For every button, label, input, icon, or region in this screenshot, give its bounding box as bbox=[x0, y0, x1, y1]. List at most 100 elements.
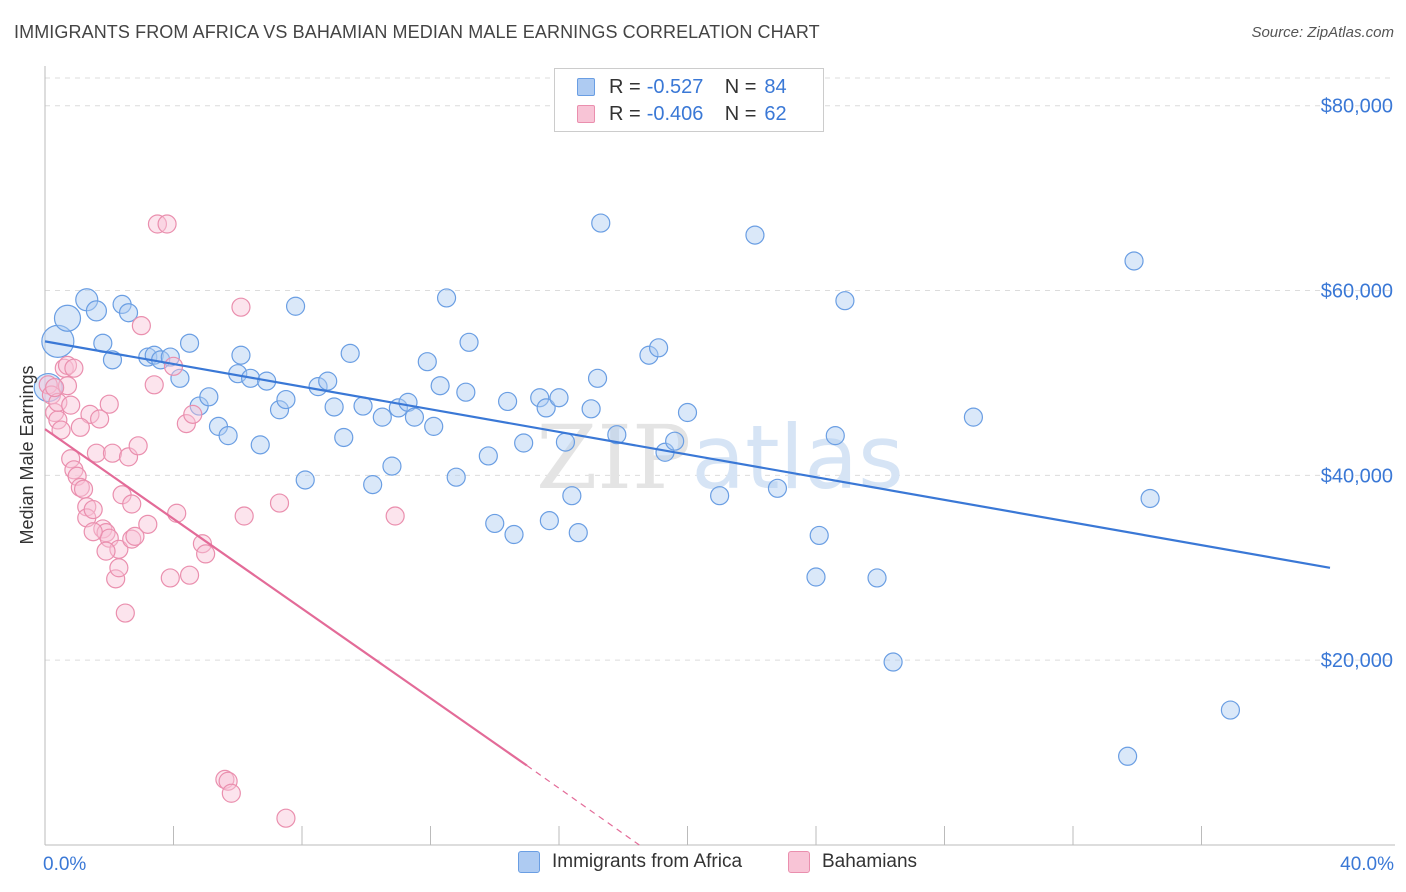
bahamian-point bbox=[157, 214, 177, 234]
africa-point bbox=[33, 372, 63, 403]
africa-point bbox=[179, 333, 200, 353]
bahamian-swatch bbox=[577, 105, 595, 123]
africa-point bbox=[276, 389, 296, 410]
stats-row-africa: R = -0.527 N = 84 bbox=[577, 73, 787, 101]
bahamian-point bbox=[73, 479, 94, 499]
africa-point bbox=[218, 426, 238, 446]
bahamian-point bbox=[45, 377, 65, 398]
legend-item-africa[interactable]: Immigrants from Africa bbox=[518, 851, 742, 873]
bahamian-point bbox=[138, 514, 158, 534]
africa-point bbox=[430, 376, 450, 396]
africa-point bbox=[363, 475, 383, 495]
tick-labels: $20,000 $40,000 $60,000 $80,000 0.0% 40.0% Med… bbox=[17, 96, 1394, 875]
africa-point bbox=[324, 397, 344, 417]
africa-point bbox=[867, 568, 887, 588]
africa-point bbox=[1140, 488, 1160, 509]
r-value: -0.527 bbox=[646, 75, 704, 98]
legend-label: Immigrants from Africa bbox=[552, 851, 743, 872]
y-tick-label: $40,000 bbox=[1321, 465, 1393, 487]
bahamian-point bbox=[183, 404, 203, 424]
africa-point bbox=[85, 300, 108, 322]
x-tick-label: 40.0% bbox=[1340, 854, 1394, 875]
legend-label: Bahamians bbox=[822, 851, 918, 872]
bahamian-point bbox=[128, 436, 148, 456]
bahamian-point bbox=[163, 356, 184, 376]
africa-point bbox=[231, 345, 251, 365]
africa-point bbox=[424, 416, 444, 436]
bahamian-point bbox=[234, 506, 254, 526]
bahamian-point bbox=[61, 449, 81, 469]
bahamian-point bbox=[86, 443, 107, 463]
africa-point bbox=[539, 511, 559, 531]
legend-item-bahamian[interactable]: Bahamians bbox=[788, 851, 917, 873]
bahamian-point bbox=[221, 783, 241, 803]
bahamian-point bbox=[179, 565, 200, 585]
bahamian-point bbox=[218, 771, 238, 791]
africa-point bbox=[883, 652, 903, 672]
bahamian-point bbox=[80, 404, 100, 424]
bahamian-point bbox=[160, 568, 180, 588]
y-tick-label: $80,000 bbox=[1321, 96, 1393, 118]
bahamian-point bbox=[131, 316, 151, 336]
africa-point bbox=[295, 470, 315, 490]
y-tick-label: $20,000 bbox=[1321, 650, 1393, 672]
bahamian-point bbox=[122, 529, 142, 549]
africa-point bbox=[581, 399, 601, 419]
bahamian-point bbox=[90, 409, 110, 429]
africa-point bbox=[404, 407, 425, 427]
africa-point bbox=[446, 467, 466, 487]
n-label: N = bbox=[724, 102, 757, 125]
africa-point bbox=[1220, 700, 1241, 720]
africa-point bbox=[835, 291, 855, 311]
bahamian-point bbox=[167, 503, 187, 523]
africa-point bbox=[825, 426, 845, 446]
africa-point bbox=[498, 391, 518, 412]
africa-point bbox=[549, 388, 569, 408]
africa-point bbox=[199, 387, 219, 407]
source-label: Source: ZipAtlas.com bbox=[1251, 24, 1394, 41]
africa-point bbox=[555, 432, 576, 452]
africa-point bbox=[514, 433, 534, 453]
africa-point bbox=[639, 345, 659, 365]
bahamian-point bbox=[385, 506, 405, 526]
africa-point bbox=[485, 513, 505, 534]
bahamian-point bbox=[269, 493, 290, 513]
africa-point bbox=[648, 338, 669, 358]
bahamian-point bbox=[115, 603, 135, 623]
bahamian-point bbox=[96, 541, 116, 561]
africa-point bbox=[963, 407, 984, 427]
africa-points bbox=[33, 213, 1241, 766]
africa-point bbox=[568, 523, 588, 543]
africa-swatch bbox=[518, 851, 540, 873]
watermark-text: ZIPatlas bbox=[536, 406, 904, 509]
africa-point bbox=[459, 332, 479, 352]
x-tick-label: 0.0% bbox=[43, 854, 86, 875]
africa-point bbox=[41, 324, 75, 358]
africa-trend-line bbox=[44, 340, 1331, 569]
n-value: 62 bbox=[764, 102, 787, 125]
bahamian-trend-line bbox=[44, 428, 528, 767]
africa-point bbox=[340, 343, 360, 363]
africa-point bbox=[504, 524, 524, 545]
africa-point bbox=[607, 425, 627, 445]
africa-point bbox=[587, 368, 608, 388]
africa-point bbox=[710, 486, 730, 506]
africa-point bbox=[353, 396, 373, 416]
africa-point bbox=[1118, 746, 1138, 766]
africa-point bbox=[767, 478, 788, 498]
africa-point bbox=[665, 431, 685, 451]
series-legend: Immigrants from Africa Bahamians bbox=[0, 851, 1406, 879]
bahamian-point bbox=[125, 526, 145, 546]
trend-lines bbox=[44, 340, 1331, 846]
bahamian-points bbox=[38, 214, 405, 828]
r-value: -0.406 bbox=[646, 102, 704, 125]
africa-point bbox=[53, 304, 82, 332]
africa-point bbox=[809, 525, 829, 546]
bahamian-point bbox=[276, 808, 296, 828]
africa-point bbox=[118, 303, 139, 323]
bahamian-point bbox=[122, 494, 142, 514]
r-label: R = bbox=[609, 75, 641, 98]
africa-point bbox=[456, 382, 476, 402]
africa-point bbox=[250, 435, 270, 455]
